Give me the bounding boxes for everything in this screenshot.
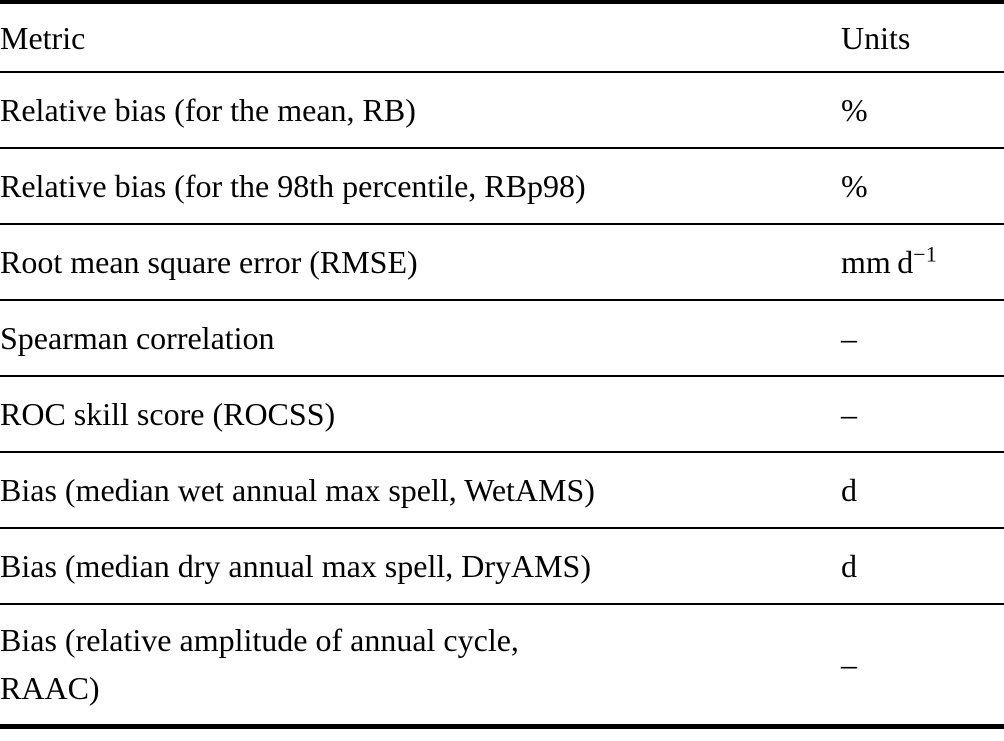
unit-value: % bbox=[841, 168, 868, 204]
unit-value: – bbox=[841, 320, 857, 356]
column-header-units: Units bbox=[841, 2, 1004, 73]
unit-value: – bbox=[841, 646, 857, 683]
table-row: Bias (relative amplitude of annual cycle… bbox=[0, 604, 1004, 727]
table-row: Relative bias (for the mean, RB) % bbox=[0, 72, 1004, 149]
unit-value: % bbox=[841, 92, 868, 128]
unit-cell: – bbox=[841, 300, 1004, 377]
metric-cell: ROC skill score (ROCSS) bbox=[0, 376, 841, 453]
metric-cell: Relative bias (for the 98th percentile, … bbox=[0, 148, 841, 225]
metric-cell: Bias (median wet annual max spell, WetAM… bbox=[0, 452, 841, 529]
unit-cell: % bbox=[841, 148, 1004, 225]
metric-cell: Spearman correlation bbox=[0, 300, 841, 377]
unit-value: d bbox=[841, 472, 857, 508]
metric-cell: Bias (median dry annual max spell, DryAM… bbox=[0, 528, 841, 605]
unit-cell: d bbox=[841, 528, 1004, 605]
table-row: Spearman correlation – bbox=[0, 300, 1004, 377]
table-row: Bias (median wet annual max spell, WetAM… bbox=[0, 452, 1004, 529]
table-row: Bias (median dry annual max spell, DryAM… bbox=[0, 528, 1004, 605]
unit-value: d bbox=[841, 548, 857, 584]
unit-cell: – bbox=[841, 376, 1004, 453]
unit-cell: % bbox=[841, 72, 1004, 149]
unit-cell: d bbox=[841, 452, 1004, 529]
table-header-row: Metric Units bbox=[0, 2, 1004, 73]
metric-cell: Root mean square error (RMSE) bbox=[0, 224, 841, 301]
table-row: Root mean square error (RMSE) mm d−1 bbox=[0, 224, 1004, 301]
table-row: Relative bias (for the 98th percentile, … bbox=[0, 148, 1004, 225]
unit-value: – bbox=[841, 396, 857, 432]
metric-cell: Bias (relative amplitude of annual cycle… bbox=[0, 604, 841, 727]
metric-cell: Relative bias (for the mean, RB) bbox=[0, 72, 841, 149]
unit-value: mm d bbox=[841, 244, 914, 280]
column-header-metric: Metric bbox=[0, 2, 841, 73]
unit-cell: – bbox=[841, 604, 1004, 727]
unit-cell: mm d−1 bbox=[841, 224, 1004, 301]
unit-exponent: −1 bbox=[913, 242, 938, 267]
table-row: ROC skill score (ROCSS) – bbox=[0, 376, 1004, 453]
